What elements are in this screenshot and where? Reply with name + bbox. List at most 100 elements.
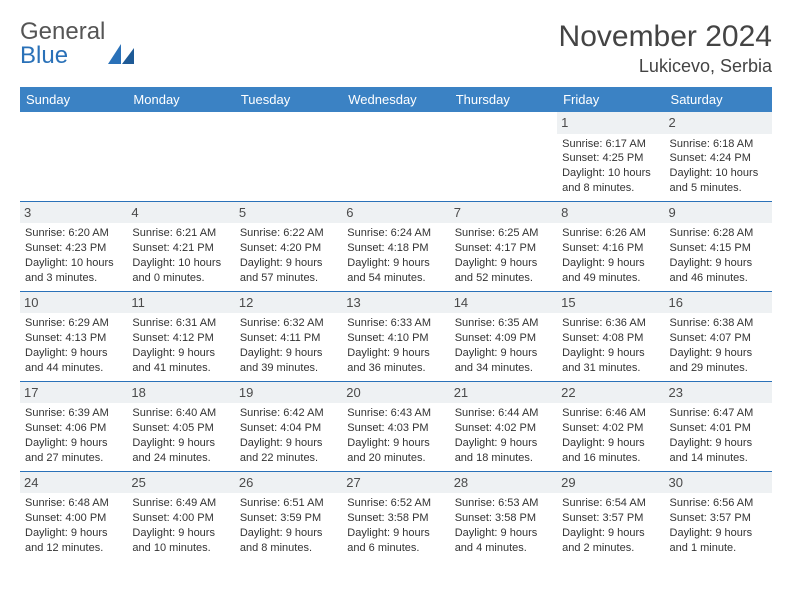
daylight-line: Daylight: 9 hours and 49 minutes. [562, 256, 659, 286]
sunrise-line: Sunrise: 6:35 AM [455, 316, 552, 331]
sunrise-line: Sunrise: 6:49 AM [132, 496, 229, 511]
day-cell [235, 112, 342, 201]
day-number: 19 [235, 382, 342, 404]
day-number: 11 [127, 292, 234, 314]
sunset-line: Sunset: 4:08 PM [562, 331, 659, 346]
col-friday: Friday [557, 87, 664, 112]
sunrise-line: Sunrise: 6:47 AM [670, 406, 767, 421]
day-number: 25 [127, 472, 234, 494]
sunset-line: Sunset: 4:24 PM [670, 151, 767, 166]
col-thursday: Thursday [450, 87, 557, 112]
daylight-line: Daylight: 9 hours and 20 minutes. [347, 436, 444, 466]
day-number: 14 [450, 292, 557, 314]
daylight-line: Daylight: 9 hours and 29 minutes. [670, 346, 767, 376]
sunset-line: Sunset: 4:13 PM [25, 331, 122, 346]
week-row: 1Sunrise: 6:17 AMSunset: 4:25 PMDaylight… [20, 112, 772, 201]
sunrise-line: Sunrise: 6:52 AM [347, 496, 444, 511]
day-number: 9 [665, 202, 772, 224]
day-cell: 16Sunrise: 6:38 AMSunset: 4:07 PMDayligh… [665, 291, 772, 381]
day-cell: 26Sunrise: 6:51 AMSunset: 3:59 PMDayligh… [235, 471, 342, 560]
day-number: 16 [665, 292, 772, 314]
col-sunday: Sunday [20, 87, 127, 112]
sunrise-line: Sunrise: 6:42 AM [240, 406, 337, 421]
day-cell: 1Sunrise: 6:17 AMSunset: 4:25 PMDaylight… [557, 112, 664, 201]
day-cell [127, 112, 234, 201]
day-cell: 4Sunrise: 6:21 AMSunset: 4:21 PMDaylight… [127, 201, 234, 291]
sunrise-line: Sunrise: 6:40 AM [132, 406, 229, 421]
day-cell: 3Sunrise: 6:20 AMSunset: 4:23 PMDaylight… [20, 201, 127, 291]
daylight-line: Daylight: 9 hours and 22 minutes. [240, 436, 337, 466]
calendar-body: 1Sunrise: 6:17 AMSunset: 4:25 PMDaylight… [20, 112, 772, 561]
day-number: 8 [557, 202, 664, 224]
sunrise-line: Sunrise: 6:51 AM [240, 496, 337, 511]
sunset-line: Sunset: 3:57 PM [670, 511, 767, 526]
sunrise-line: Sunrise: 6:46 AM [562, 406, 659, 421]
day-cell: 9Sunrise: 6:28 AMSunset: 4:15 PMDaylight… [665, 201, 772, 291]
day-number: 1 [557, 112, 664, 134]
day-number: 6 [342, 202, 449, 224]
sunrise-line: Sunrise: 6:26 AM [562, 226, 659, 241]
day-number: 20 [342, 382, 449, 404]
day-number: 5 [235, 202, 342, 224]
daylight-line: Daylight: 9 hours and 46 minutes. [670, 256, 767, 286]
day-cell: 21Sunrise: 6:44 AMSunset: 4:02 PMDayligh… [450, 381, 557, 471]
sunset-line: Sunset: 4:21 PM [132, 241, 229, 256]
col-wednesday: Wednesday [342, 87, 449, 112]
sunset-line: Sunset: 4:00 PM [25, 511, 122, 526]
sunset-line: Sunset: 4:06 PM [25, 421, 122, 436]
sunrise-line: Sunrise: 6:56 AM [670, 496, 767, 511]
daylight-line: Daylight: 10 hours and 0 minutes. [132, 256, 229, 286]
day-number: 29 [557, 472, 664, 494]
day-cell: 20 Sunrise: 6:43 AMSunset: 4:03 PMDayligh… [342, 381, 449, 471]
day-cell: 2Sunrise: 6:18 AMSunset: 4:24 PMDaylight… [665, 112, 772, 201]
sunrise-line: Sunrise: 6:38 AM [670, 316, 767, 331]
daylight-line: Daylight: 9 hours and 8 minutes. [240, 526, 337, 556]
daylight-line: Daylight: 9 hours and 54 minutes. [347, 256, 444, 286]
sunrise-line: Sunrise: 6:43 AM [347, 406, 444, 421]
day-number: 22 [557, 382, 664, 404]
sunset-line: Sunset: 3:58 PM [455, 511, 552, 526]
daylight-line: Daylight: 10 hours and 3 minutes. [25, 256, 122, 286]
daylight-line: Daylight: 9 hours and 1 minute. [670, 526, 767, 556]
daylight-line: Daylight: 9 hours and 18 minutes. [455, 436, 552, 466]
sunset-line: Sunset: 4:03 PM [347, 421, 444, 436]
sunrise-line: Sunrise: 6:17 AM [562, 137, 659, 152]
sunset-line: Sunset: 3:57 PM [562, 511, 659, 526]
sunset-line: Sunset: 4:16 PM [562, 241, 659, 256]
day-cell: 7Sunrise: 6:25 AMSunset: 4:17 PMDaylight… [450, 201, 557, 291]
week-row: 24Sunrise: 6:48 AMSunset: 4:00 PMDayligh… [20, 471, 772, 560]
day-cell: 6Sunrise: 6:24 AMSunset: 4:18 PMDaylight… [342, 201, 449, 291]
daylight-line: Daylight: 9 hours and 39 minutes. [240, 346, 337, 376]
sunset-line: Sunset: 4:20 PM [240, 241, 337, 256]
day-cell: 25 Sunrise: 6:49 AMSunset: 4:00 PMDayligh… [127, 471, 234, 560]
daylight-line: Daylight: 9 hours and 10 minutes. [132, 526, 229, 556]
sunset-line: Sunset: 4:18 PM [347, 241, 444, 256]
day-cell: 18Sunrise: 6:40 AMSunset: 4:05 PMDayligh… [127, 381, 234, 471]
week-row: 3Sunrise: 6:20 AMSunset: 4:23 PMDaylight… [20, 201, 772, 291]
day-cell: 24Sunrise: 6:48 AMSunset: 4:00 PMDayligh… [20, 471, 127, 560]
calendar-page: General Blue November 2024 Lukicevo, Ser… [0, 0, 792, 571]
sunset-line: Sunset: 4:05 PM [132, 421, 229, 436]
daylight-line: Daylight: 9 hours and 27 minutes. [25, 436, 122, 466]
sunset-line: Sunset: 4:02 PM [455, 421, 552, 436]
brand-word2: Blue [20, 42, 68, 69]
sunrise-line: Sunrise: 6:53 AM [455, 496, 552, 511]
daylight-line: Daylight: 10 hours and 5 minutes. [670, 166, 767, 196]
daylight-line: Daylight: 9 hours and 57 minutes. [240, 256, 337, 286]
col-saturday: Saturday [665, 87, 772, 112]
sunset-line: Sunset: 4:11 PM [240, 331, 337, 346]
day-number: 23 [665, 382, 772, 404]
location-subtitle: Lukicevo, Serbia [559, 56, 772, 77]
sunset-line: Sunset: 4:00 PM [132, 511, 229, 526]
day-number: 15 [557, 292, 664, 314]
sunrise-line: Sunrise: 6:22 AM [240, 226, 337, 241]
day-cell: 27Sunrise: 6:52 AMSunset: 3:58 PMDayligh… [342, 471, 449, 560]
day-number: 10 [20, 292, 127, 314]
week-row: 10 Sunrise: 6:29 AMSunset: 4:13 PM Dayligh… [20, 291, 772, 381]
day-number: 28 [450, 472, 557, 494]
day-cell: 30 Sunrise: 6:56 AMSunset: 3:57 PMDayligh… [665, 471, 772, 560]
day-number: 30 [665, 472, 772, 494]
weekday-header-row: Sunday Monday Tuesday Wednesday Thursday… [20, 87, 772, 112]
sunrise-line: Sunrise: 6:29 AM [25, 316, 122, 331]
title-block: November 2024 Lukicevo, Serbia [559, 20, 772, 77]
